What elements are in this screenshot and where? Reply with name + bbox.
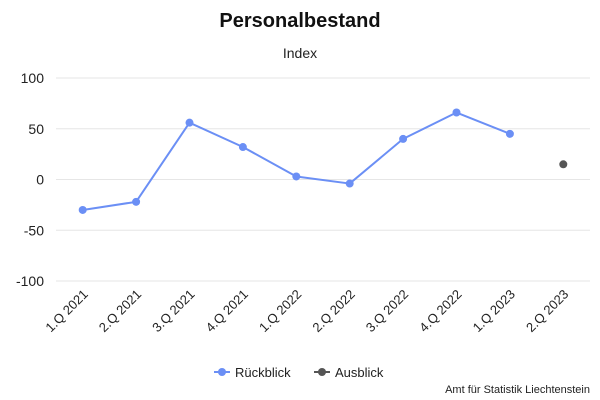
x-tick-label: 2.Q 2022 <box>309 287 357 335</box>
y-tick-label: -50 <box>24 222 44 238</box>
x-tick-label: 1.Q 2021 <box>42 287 90 335</box>
x-tick-label: 2.Q 2021 <box>96 287 144 335</box>
data-point[interactable] <box>452 108 461 117</box>
legend-label: Ausblick <box>335 365 384 380</box>
y-tick-label: 100 <box>21 70 45 86</box>
chart-title: Personalbestand <box>219 10 380 32</box>
y-axis: 100 50 0 -50 -100 <box>16 70 44 289</box>
y-tick-label: 50 <box>28 121 44 137</box>
legend-label: Rückblick <box>235 365 291 380</box>
x-tick-label: 3.Q 2022 <box>363 287 411 335</box>
data-point[interactable] <box>292 172 301 181</box>
legend-marker <box>218 368 226 376</box>
x-axis: 1.Q 2021 2.Q 2021 3.Q 2021 4.Q 2021 1.Q 2022… <box>42 287 571 335</box>
series-layer <box>78 108 568 214</box>
data-point[interactable] <box>345 179 354 188</box>
x-tick-label: 3.Q 2021 <box>149 287 197 335</box>
chart-subtitle: Index <box>283 45 317 61</box>
data-point[interactable] <box>238 143 247 152</box>
legend-item[interactable]: Rückblick <box>214 365 291 380</box>
credits: Amt für Statistik Liechtenstein <box>445 384 590 396</box>
series-2 <box>559 160 568 169</box>
legend-item[interactable]: Ausblick <box>314 365 384 380</box>
data-point[interactable] <box>185 118 194 127</box>
x-tick-label: 4.Q 2021 <box>203 287 251 335</box>
legend-marker <box>318 368 326 376</box>
legend: Rückblick Ausblick <box>214 365 384 380</box>
series-1 <box>78 108 514 214</box>
x-tick-label: 1.Q 2022 <box>256 287 304 335</box>
series-line <box>82 111 511 211</box>
x-tick-label: 4.Q 2022 <box>416 287 464 335</box>
y-tick-label: -100 <box>16 273 44 289</box>
data-point[interactable] <box>505 129 514 138</box>
data-point[interactable] <box>78 205 87 214</box>
data-point[interactable] <box>132 197 141 206</box>
x-tick-label: 2.Q 2023 <box>523 287 571 335</box>
y-tick-label: 0 <box>36 172 44 188</box>
data-point[interactable] <box>559 160 568 169</box>
data-point[interactable] <box>399 134 408 143</box>
x-tick-label: 1.Q 2023 <box>470 287 518 335</box>
